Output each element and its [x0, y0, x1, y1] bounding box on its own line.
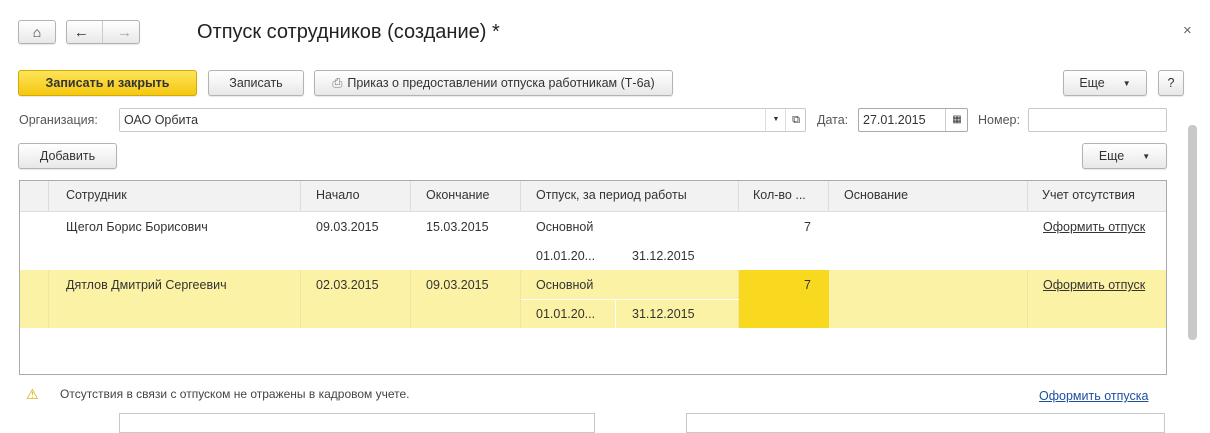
org-value: ОАО Орбита — [124, 113, 199, 127]
period-from: 01.01.20... — [536, 249, 596, 263]
nav-buttons: ← → — [66, 20, 140, 44]
period-to: 31.12.2015 — [632, 307, 695, 321]
close-icon[interactable]: × — [1183, 22, 1192, 39]
scrollbar[interactable] — [1188, 125, 1197, 340]
save-close-button[interactable]: Записать и закрыть — [18, 70, 197, 96]
arrow-left-icon[interactable]: ← — [73, 23, 89, 41]
end-date: 09.03.2015 — [426, 278, 489, 292]
print-order-button[interactable]: ⎙ Приказ о предоставлении отпуска работни… — [314, 70, 673, 96]
bottom-field-left[interactable] — [119, 413, 595, 433]
column-header[interactable]: Основание — [829, 181, 1028, 212]
column-header[interactable]: Начало — [301, 181, 411, 212]
chevron-down-icon[interactable]: ▼ — [765, 109, 786, 131]
column-divider — [410, 270, 411, 328]
column-header[interactable]: Отпуск, за период работы — [521, 181, 739, 212]
column-divider — [1027, 270, 1028, 328]
save-button[interactable]: Записать — [208, 70, 304, 96]
column-divider — [520, 270, 521, 328]
column-header[interactable]: Учет отсутствия — [1028, 181, 1166, 212]
table-row[interactable]: Щегол Борис Борисович 09.03.2015 15.03.201… — [20, 212, 1166, 270]
open-icon[interactable]: ⧉ — [785, 109, 806, 131]
period-to: 31.12.2015 — [632, 249, 695, 263]
register-vacation-link[interactable]: Оформить отпуск — [1043, 220, 1146, 234]
period-from: 01.01.20... — [536, 307, 596, 321]
cell-divider — [615, 299, 616, 328]
page-title: Отпуск сотрудников (создание) * — [197, 21, 500, 43]
more-label: Еще — [1079, 76, 1105, 90]
vacation-type: Основной — [536, 220, 594, 234]
active-cell[interactable] — [739, 270, 829, 328]
org-label: Организация: — [19, 113, 98, 127]
org-field[interactable]: ОАО Орбита ▼ ⧉ — [119, 108, 806, 132]
employee-name: Щегол Борис Борисович — [66, 220, 208, 234]
chevron-down-icon: ▼ — [1122, 78, 1131, 88]
column-header[interactable]: Кол-во ... — [739, 181, 829, 212]
marker-header — [20, 181, 49, 212]
number-field[interactable] — [1028, 108, 1167, 132]
table-row[interactable]: Дятлов Дмитрий Сергеевич 02.03.2015 09.03.… — [20, 270, 1166, 328]
help-button[interactable]: ? — [1158, 70, 1184, 96]
start-date: 09.03.2015 — [316, 220, 379, 234]
column-header[interactable]: Окончание — [411, 181, 521, 212]
home-icon: ⌂ — [32, 24, 42, 40]
home-button[interactable]: ⌂ — [18, 20, 56, 44]
employees-table: Сотрудник Начало Окончание Отпуск, за пе… — [19, 180, 1167, 375]
column-divider — [48, 270, 49, 328]
nav-divider — [102, 21, 104, 43]
vacation-type: Основной — [536, 278, 594, 292]
register-vacation-link[interactable]: Оформить отпуск — [1043, 278, 1146, 292]
column-divider — [300, 270, 301, 328]
vacation-days: 7 — [804, 278, 811, 292]
date-value: 27.01.2015 — [863, 113, 926, 127]
employee-name: Дятлов Дмитрий Сергеевич — [66, 278, 227, 292]
chevron-down-icon: ▼ — [1142, 151, 1151, 161]
table-more-button[interactable]: Еще ▼ — [1082, 143, 1167, 169]
end-date: 15.03.2015 — [426, 220, 489, 234]
number-label: Номер: — [978, 113, 1020, 127]
add-button[interactable]: Добавить — [18, 143, 117, 169]
more-button[interactable]: Еще ▼ — [1063, 70, 1147, 96]
date-field[interactable]: 27.01.2015 ▦ — [858, 108, 968, 132]
calendar-icon[interactable]: ▦ — [945, 109, 968, 131]
warning-icon: ⚠ — [26, 386, 39, 402]
register-vacations-link[interactable]: Оформить отпуска — [1039, 389, 1149, 403]
printer-icon: ⎙ — [332, 75, 343, 90]
bottom-field-right[interactable] — [686, 413, 1165, 433]
warning-text: Отсутствия в связи с отпуском не отражен… — [60, 387, 410, 401]
arrow-right-icon[interactable]: → — [117, 23, 133, 41]
vacation-days: 7 — [804, 220, 811, 234]
more-label: Еще — [1098, 149, 1125, 163]
date-label: Дата: — [817, 113, 849, 127]
start-date: 02.03.2015 — [316, 278, 379, 292]
column-header[interactable]: Сотрудник — [49, 181, 301, 212]
print-order-label: Приказ о предоставлении отпуска работник… — [347, 76, 655, 90]
cell-divider — [521, 299, 739, 300]
